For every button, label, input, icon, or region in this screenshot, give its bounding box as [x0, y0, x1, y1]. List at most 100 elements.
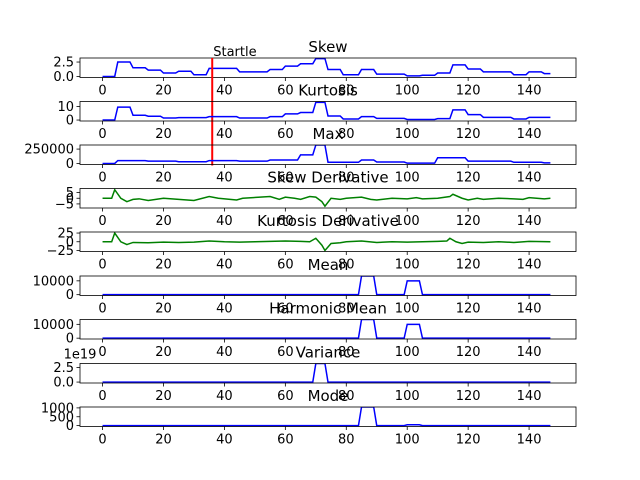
- x-tick-label: 60: [277, 345, 294, 360]
- panel-title: Kurtosis Derivative: [257, 212, 399, 230]
- x-tick-label: 140: [517, 258, 542, 273]
- data-line: [102, 101, 551, 121]
- x-tick-label: 120: [456, 433, 481, 448]
- x-tick-label: 60: [277, 302, 294, 317]
- x-tick-label: 40: [216, 389, 233, 404]
- y-tick-label: 0: [66, 157, 74, 172]
- x-tick-label: 120: [456, 302, 481, 317]
- y-tick-label: −25: [47, 244, 74, 259]
- x-tick-label: 0: [98, 214, 106, 229]
- x-tick-label: 120: [456, 127, 481, 142]
- x-tick-label: 80: [338, 345, 355, 360]
- y-tick-label: 10: [57, 100, 74, 115]
- x-tick-label: 100: [395, 214, 420, 229]
- panel-title: Harmonic Mean: [269, 300, 387, 318]
- x-tick-label: 100: [395, 302, 420, 317]
- x-tick-label: 80: [338, 433, 355, 448]
- offset-label: 1e19: [64, 348, 97, 363]
- x-tick-label: 20: [155, 258, 172, 273]
- axes-frame: [79, 57, 577, 78]
- panel-title: Variance: [296, 344, 361, 362]
- x-tick-label: 120: [456, 345, 481, 360]
- data-line: [102, 188, 551, 208]
- y-tick-label: 0.0: [53, 70, 74, 85]
- x-tick-label: 140: [517, 127, 542, 142]
- x-tick-label: 120: [456, 214, 481, 229]
- x-tick-label: 20: [155, 127, 172, 142]
- y-tick-label: 0: [66, 192, 74, 207]
- data-line: [102, 58, 551, 78]
- x-tick-label: 140: [517, 171, 542, 186]
- axes-frame: [79, 188, 577, 209]
- y-tick-label: 500: [49, 410, 74, 425]
- y-tick-label: 10000: [33, 274, 74, 289]
- y-tick-label: 0: [66, 114, 74, 129]
- x-tick-label: 20: [155, 302, 172, 317]
- x-tick-label: 140: [517, 84, 542, 99]
- x-tick-label: 80: [338, 84, 355, 99]
- data-line: [102, 363, 551, 383]
- y-tick-label: 0: [66, 419, 74, 434]
- x-tick-label: 100: [395, 389, 420, 404]
- x-tick-label: 100: [395, 433, 420, 448]
- x-tick-label: 60: [277, 389, 294, 404]
- y-tick-label: 0: [66, 332, 74, 347]
- x-tick-label: 20: [155, 214, 172, 229]
- x-tick-label: 40: [216, 84, 233, 99]
- axes-frame: [79, 101, 577, 122]
- panel-title: Skew Derivative: [267, 169, 388, 187]
- axes-frame: [79, 275, 577, 296]
- x-tick-label: 20: [155, 171, 172, 186]
- x-tick-label: 20: [155, 389, 172, 404]
- x-tick-label: 0: [98, 302, 106, 317]
- x-tick-label: 0: [98, 433, 106, 448]
- x-tick-label: 20: [155, 345, 172, 360]
- x-tick-label: 60: [277, 258, 294, 273]
- axes-frame: [79, 231, 577, 252]
- y-tick-label: 5: [66, 186, 74, 201]
- x-tick-label: 140: [517, 433, 542, 448]
- x-tick-label: 60: [277, 214, 294, 229]
- data-line: [102, 319, 551, 339]
- axes-frame: [79, 363, 577, 384]
- x-tick-label: 120: [456, 389, 481, 404]
- panel-title: Skew: [308, 38, 347, 56]
- data-line: [102, 276, 551, 296]
- x-tick-label: 60: [277, 127, 294, 142]
- x-tick-label: 40: [216, 302, 233, 317]
- x-tick-label: 80: [338, 214, 355, 229]
- panel-title: Max: [312, 125, 343, 143]
- x-tick-label: 80: [338, 127, 355, 142]
- x-tick-label: 140: [517, 302, 542, 317]
- y-tick-label: 1000: [41, 401, 74, 416]
- x-tick-label: 20: [155, 84, 172, 99]
- x-tick-label: 0: [98, 127, 106, 142]
- axes-frame: [79, 319, 577, 340]
- x-tick-label: 100: [395, 127, 420, 142]
- y-tick-label: 25: [57, 227, 74, 242]
- x-tick-label: 80: [338, 302, 355, 317]
- x-tick-label: 80: [338, 389, 355, 404]
- x-tick-label: 100: [395, 171, 420, 186]
- x-tick-label: 0: [98, 258, 106, 273]
- x-tick-label: 40: [216, 127, 233, 142]
- panel-title: Mean: [308, 256, 349, 274]
- x-tick-label: 140: [517, 214, 542, 229]
- panel-title: Kurtosis: [298, 82, 358, 100]
- annotation-text: Startle: [213, 45, 256, 60]
- axes-frame: [79, 144, 577, 165]
- axes-frame: [79, 406, 577, 427]
- x-tick-label: 100: [395, 345, 420, 360]
- x-tick-label: 40: [216, 345, 233, 360]
- x-tick-label: 40: [216, 433, 233, 448]
- x-tick-label: 40: [216, 171, 233, 186]
- x-tick-label: 120: [456, 171, 481, 186]
- x-tick-label: 0: [98, 84, 106, 99]
- y-tick-label: −5: [55, 197, 74, 212]
- x-tick-label: 60: [277, 84, 294, 99]
- y-tick-label: 0.0: [53, 376, 74, 391]
- x-tick-label: 60: [277, 171, 294, 186]
- x-tick-label: 100: [395, 258, 420, 273]
- x-tick-label: 100: [395, 84, 420, 99]
